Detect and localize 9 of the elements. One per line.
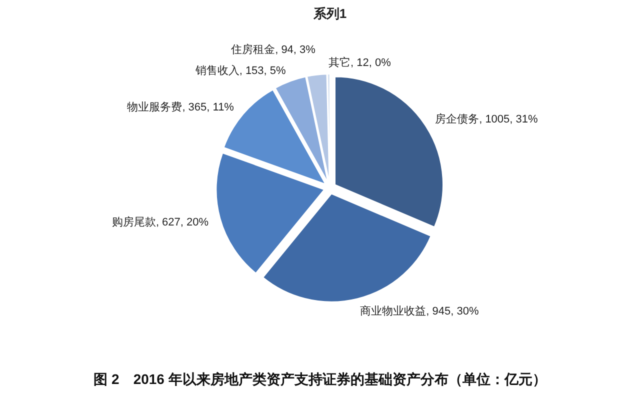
- slice-label: 购房尾款, 627, 20%: [112, 216, 209, 229]
- slice-label: 房企债务, 1005, 31%: [435, 112, 538, 126]
- slice-label: 住房租金, 94, 3%: [231, 42, 316, 56]
- slice-label: 物业服务费, 365, 11%: [127, 100, 234, 114]
- caption: 图 2 2016 年以来房地产类资产支持证券的基础资产分布（单位：亿元）: [94, 371, 546, 387]
- slice-label: 商业物业收益, 945, 30%: [360, 304, 479, 318]
- slice-label: 其它, 12, 0%: [328, 56, 392, 70]
- slice-label: 销售收入, 153, 5%: [194, 64, 286, 77]
- chart-title: 系列1: [312, 6, 347, 21]
